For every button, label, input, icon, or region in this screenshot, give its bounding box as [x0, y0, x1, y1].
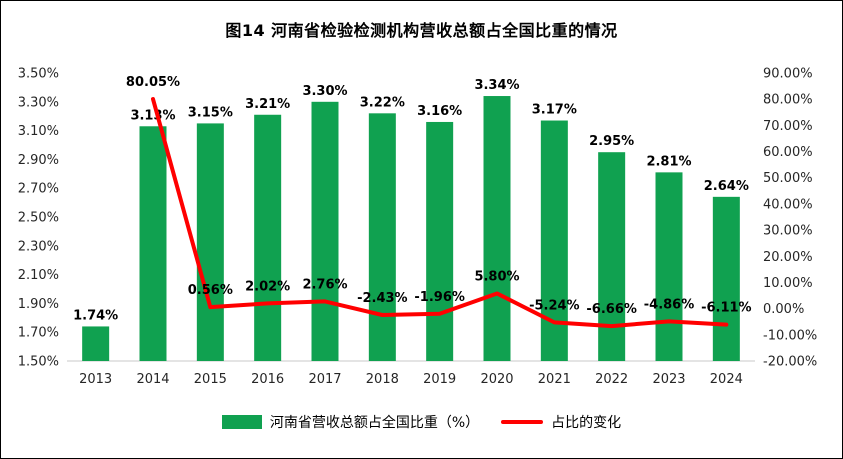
x-axis-label: 2018	[366, 372, 399, 387]
right-axis-tick-label: 10.00%	[763, 276, 813, 291]
line-point-label: -6.66%	[586, 302, 637, 317]
bar-value-label: 2.81%	[646, 154, 691, 169]
x-axis-label: 2014	[136, 372, 169, 387]
line-point-label: -6.11%	[701, 301, 752, 316]
right-axis-tick-label: -10.00%	[763, 328, 817, 343]
left-axis-tick-label: 3.50%	[18, 67, 59, 82]
bar	[598, 152, 626, 361]
left-axis-tick-label: 2.10%	[18, 268, 59, 283]
left-axis-tick-label: 1.90%	[18, 297, 59, 312]
bar-value-label: 3.13%	[130, 108, 175, 123]
right-axis-tick-label: 80.00%	[763, 93, 813, 108]
x-axis-label: 2022	[595, 372, 628, 387]
bar-value-label: 2.64%	[704, 179, 749, 194]
bar	[483, 96, 511, 361]
bar-value-label: 2.95%	[589, 134, 634, 149]
left-axis-tick-label: 2.90%	[18, 153, 59, 168]
bar	[254, 114, 282, 361]
line-point-label: 2.76%	[302, 277, 347, 292]
x-axis-label: 2023	[652, 372, 685, 387]
right-axis-tick-label: 60.00%	[763, 145, 813, 160]
left-axis-tick-label: 2.50%	[18, 211, 59, 226]
line-point-label: -1.96%	[414, 290, 465, 305]
bar	[196, 123, 224, 362]
line-point-label: -2.43%	[357, 291, 408, 306]
right-axis-tick-label: 40.00%	[763, 197, 813, 212]
line-point-label: 2.02%	[245, 279, 290, 294]
left-axis-tick-label: 3.10%	[18, 124, 59, 139]
legend-item-bar-series: 河南省营收总额占全国比重（%）	[221, 412, 480, 432]
bar-value-label: 3.17%	[532, 103, 577, 118]
x-axis-label: 2016	[251, 372, 284, 387]
x-axis-label: 2020	[480, 372, 513, 387]
line-point-label: -4.86%	[644, 297, 695, 312]
right-axis-tick-label: 0.00%	[763, 302, 804, 317]
bar-value-label: 3.15%	[188, 105, 233, 120]
left-axis-tick-label: 3.30%	[18, 95, 59, 110]
legend-label-bar-series: 河南省营收总额占全国比重（%）	[269, 415, 480, 431]
line-series-swatch	[501, 420, 544, 424]
bar-value-label: 3.21%	[245, 97, 290, 112]
bar-value-label: 3.16%	[417, 104, 462, 119]
bar-value-label: 3.22%	[360, 95, 405, 110]
left-axis-tick-label: 1.50%	[18, 355, 59, 370]
bar	[655, 172, 683, 361]
right-axis-tick-label: 70.00%	[763, 119, 813, 134]
legend-label-line-series: 占比的变化	[551, 415, 622, 431]
left-axis-tick-label: 1.70%	[18, 326, 59, 341]
legend-item-line-series: 占比的变化	[501, 412, 621, 432]
x-axis-label: 2021	[538, 372, 571, 387]
x-axis-label: 2017	[308, 372, 341, 387]
chart-title: 图14 河南省检验检测机构营收总额占全国比重的情况	[225, 21, 618, 40]
line-point-label: 0.56%	[188, 283, 233, 298]
line-point-label: 80.05%	[126, 75, 180, 90]
line-point-label: 5.80%	[474, 269, 519, 284]
x-axis-label: 2019	[423, 372, 456, 387]
bar	[368, 113, 396, 361]
legend: 河南省营收总额占全国比重（%） 占比的变化	[1, 406, 842, 438]
x-axis-label: 2013	[79, 372, 112, 387]
bar-value-label: 1.74%	[73, 308, 118, 323]
left-axis-tick-label: 2.70%	[18, 182, 59, 197]
bar-value-label: 3.34%	[474, 78, 519, 93]
right-axis-tick-label: 90.00%	[763, 67, 813, 82]
x-axis-label: 2024	[710, 372, 743, 387]
left-axis-tick-label: 2.30%	[18, 239, 59, 254]
line-point-label: -5.24%	[529, 298, 580, 313]
bar-value-label: 3.30%	[302, 84, 347, 99]
right-axis-tick-label: 20.00%	[763, 250, 813, 265]
right-axis-tick-label: 30.00%	[763, 224, 813, 239]
right-axis-tick-label: 50.00%	[763, 171, 813, 186]
right-axis-tick-label: -20.00%	[763, 355, 817, 370]
line-series	[151, 97, 729, 329]
bar	[139, 126, 167, 361]
bar	[311, 101, 339, 362]
x-axis-label: 2015	[194, 372, 227, 387]
bar	[82, 326, 110, 361]
bar	[712, 196, 740, 361]
bar	[426, 121, 454, 362]
bar-series-swatch	[221, 415, 262, 429]
